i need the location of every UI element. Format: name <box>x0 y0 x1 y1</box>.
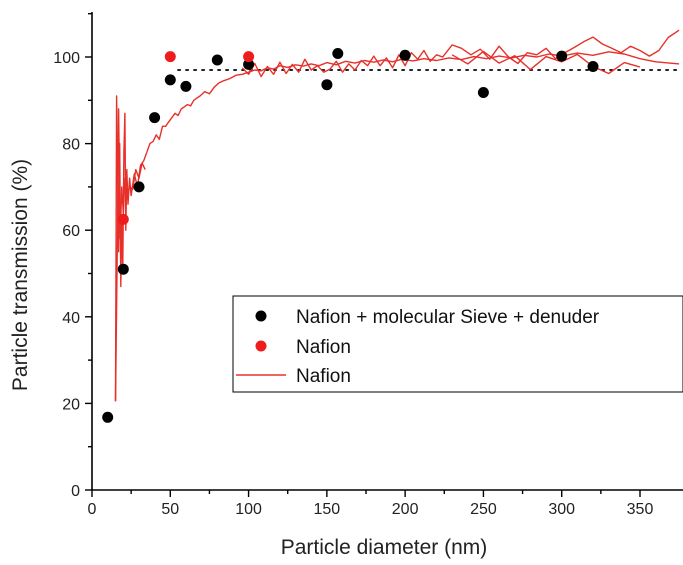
legend-box <box>232 295 683 393</box>
data-point-s0-1 <box>117 263 129 275</box>
y-tick-label-0: 0 <box>71 483 80 500</box>
legend-marker-scatter-black <box>255 310 267 322</box>
y-tick-label-100: 100 <box>53 50 80 67</box>
y-tick-label-60: 60 <box>62 223 80 240</box>
series-line-3 <box>241 29 680 78</box>
x-tick-label-100: 100 <box>235 501 262 518</box>
data-point-s0-10 <box>399 49 411 61</box>
data-point-s0-2 <box>133 181 145 193</box>
data-point-s0-11 <box>477 87 489 98</box>
x-tick-label-150: 150 <box>314 501 341 518</box>
data-point-s0-6 <box>211 54 223 66</box>
data-point-s1-1 <box>164 51 176 63</box>
legend: Nafion + molecular Sieve + denuder Nafio… <box>232 295 683 393</box>
data-point-s0-4 <box>164 74 176 86</box>
series-line-4 <box>114 108 146 402</box>
y-tick-label-80: 80 <box>62 137 80 154</box>
data-point-s1-0 <box>117 213 129 225</box>
x-tick-label-50: 50 <box>161 501 179 518</box>
y-axis-title: Particle transmission (%) <box>9 159 32 391</box>
series-line-5 <box>451 50 641 75</box>
x-tick-label-250: 250 <box>470 501 497 518</box>
x-tick-label-350: 350 <box>627 501 654 518</box>
x-tick-label-0: 0 <box>88 501 97 518</box>
data-point-s0-8 <box>321 79 333 91</box>
data-point-s0-0 <box>102 411 114 423</box>
data-point-s0-3 <box>149 112 161 124</box>
legend-label-1: Nafion <box>296 337 351 358</box>
y-tick-label-40: 40 <box>62 310 80 327</box>
series-lines <box>114 29 680 402</box>
data-point-s1-2 <box>243 51 255 63</box>
data-point-s0-13 <box>587 61 599 72</box>
y-tick-label-20: 20 <box>62 396 80 413</box>
axis-ticks: 0 50 100 150 200 250 300 350 0 20 40 60 80 100 <box>53 12 654 518</box>
x-tick-label-300: 300 <box>548 501 575 518</box>
legend-marker-scatter-red <box>255 340 267 352</box>
data-point-s0-12 <box>556 50 568 62</box>
data-point-s0-7 <box>243 58 255 70</box>
legend-label-2: Nafion <box>296 366 351 387</box>
x-tick-label-200: 200 <box>392 501 419 518</box>
legend-label-0: Nafion + molecular Sieve + denuder <box>296 307 600 328</box>
x-axis-title: Particle diameter (nm) <box>281 536 488 559</box>
data-point-s0-5 <box>180 80 192 92</box>
y-axis-title-group: Particle transmission (%) <box>9 159 32 391</box>
data-point-s0-9 <box>332 48 344 59</box>
series-line-2 <box>114 51 680 402</box>
series-points <box>102 48 599 423</box>
